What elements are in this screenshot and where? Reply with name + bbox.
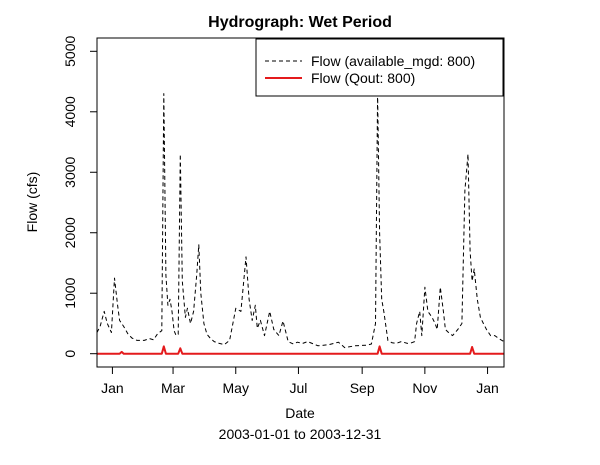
x-tick-label: Jan — [101, 380, 124, 396]
x-axis-label: Date — [285, 405, 315, 421]
legend-label-qout: Flow (Qout: 800) — [311, 70, 415, 86]
series-line-0 — [96, 93, 505, 349]
legend: Flow (available_mgd: 800) Flow (Qout: 80… — [255, 38, 504, 97]
chart-title: Hydrograph: Wet Period — [208, 14, 392, 31]
x-tick-label: Jul — [289, 380, 307, 396]
chart-subtitle: 2003-01-01 to 2003-12-31 — [219, 426, 382, 442]
x-tick-label: Mar — [161, 380, 185, 396]
y-tick-label: 5000 — [62, 36, 78, 67]
y-tick-label: 3000 — [62, 156, 78, 187]
y-axis-label: Flow (cfs) — [24, 172, 40, 233]
y-tick-label: 2000 — [62, 217, 78, 248]
x-tick-label: Sep — [350, 380, 375, 396]
axis-layer: Jan Mar May Jul Sep Nov Jan 0 1000 2000 3000 4000 50… — [62, 36, 499, 396]
legend-label-available: Flow (available_mgd: 800) — [311, 53, 475, 69]
series-layer — [96, 93, 505, 355]
x-tick-label: Nov — [412, 380, 437, 396]
x-tick-label: May — [223, 380, 249, 396]
y-tick-label: 4000 — [62, 96, 78, 127]
y-tick-label: 1000 — [62, 277, 78, 308]
x-tick-label: Jan — [476, 380, 499, 396]
legend-box — [255, 38, 504, 97]
plot-frame — [96, 37, 505, 368]
series-line-1 — [97, 345, 504, 355]
y-tick-label: 0 — [62, 350, 78, 358]
